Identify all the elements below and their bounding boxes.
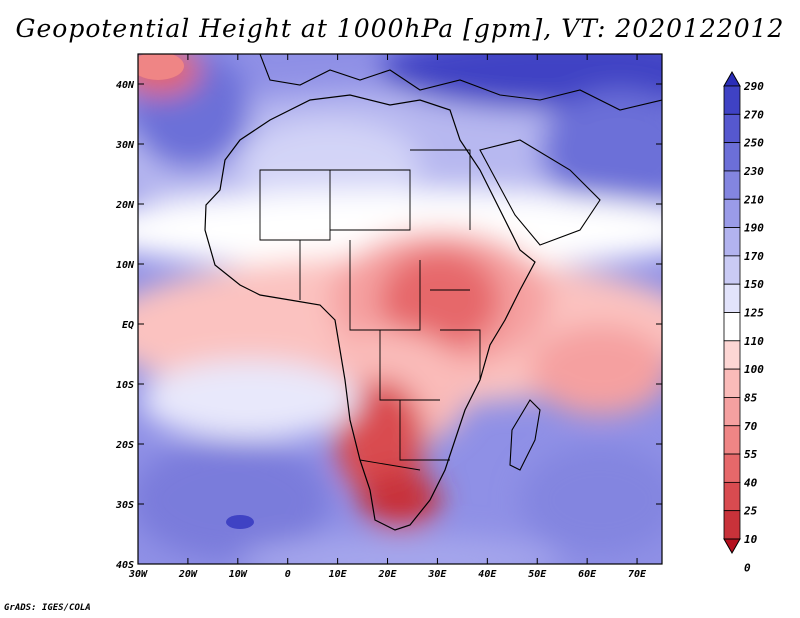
colorbar-label: 170 [744,250,764,263]
y-tick-label: 10N [116,260,135,271]
x-tick-label: 60E [578,569,597,580]
y-axis: 40N 30N 20N 10N EQ 10S 20S 30S 40S [115,80,662,571]
y-tick-label: 20S [115,440,134,451]
y-tick-label: 30S [115,500,134,511]
colorbar: 2902702502302101901701501251101008570554… [723,70,764,574]
colorbar-label: 230 [743,165,764,178]
y-tick-label: EQ [122,320,134,331]
colorbar-swatch [723,312,741,342]
x-tick-label: 20W [178,569,198,580]
plot-frame [137,53,663,565]
colorbar-label: 270 [743,108,764,121]
colorbar-swatch [723,340,741,370]
x-tick-label: 10W [229,569,248,580]
colorbar-label: 110 [744,335,764,348]
colorbar-label: 150 [744,278,764,291]
colorbar-swatch [723,368,741,398]
x-tick-label: 20E [377,569,397,580]
colorbar-swatch [723,255,741,285]
colorbar-swatch [723,227,741,257]
y-tick-label: 40S [116,560,134,571]
colorbar-swatch [723,510,741,540]
x-tick-label: 0 [285,569,291,580]
colorbar-swatch [723,397,741,427]
africa-coastline [204,94,536,531]
colorbar-swatch [723,481,741,512]
country-borders [259,149,481,471]
x-tick-label: 10E [329,569,348,580]
madagascar-coastline [509,399,541,471]
colorbar-label: 190 [744,222,764,235]
height-field [138,54,662,564]
arabia-coastline [479,139,601,246]
colorbar-bottom-arrow [723,538,741,555]
colorbar-swatch [723,142,741,172]
y-tick-label: 20N [115,200,135,211]
europe-asia-coastline [259,54,662,111]
colorbar-top-arrow [723,70,741,87]
colorbar-swatch [723,453,741,483]
colorbar-label: 10 [744,533,758,546]
colorbar-swatch [723,170,741,200]
x-tick-label: 70E [628,569,647,580]
colorbar-swatch [723,85,741,115]
colorbar-label: 0 [744,561,751,574]
colorbar-label: 85 [744,391,758,404]
x-tick-label: 40E [478,569,497,580]
colorbar-swatch [723,283,741,313]
x-tick-label: 30E [427,569,447,580]
colorbar-swatch [723,113,741,144]
y-tick-label: 30N [115,140,135,151]
colorbar-swatch [723,198,741,228]
colorbar-label: 125 [744,307,764,320]
colorbar-label: 55 [744,448,758,461]
x-tick-label: 30W [128,569,148,580]
colorbar-label: 290 [743,80,764,93]
grads-credit: GrADS: IGES/COLA [4,603,91,613]
colorbar-label: 250 [743,137,764,150]
colorbar-label: 100 [744,363,764,376]
colorbar-label: 40 [744,476,758,489]
colorbar-swatch [723,425,741,455]
colorbar-label: 70 [744,420,758,433]
x-tick-label: 50E [528,569,547,580]
x-axis: 30W 20W 10W 0 10E 20E 30E 40E 50E 60E 70E [128,54,647,580]
y-tick-label: 10S [116,380,134,391]
y-tick-label: 40N [116,80,135,91]
colorbar-label: 210 [743,193,764,206]
chart-title: Geopotential Height at 1000hPa [gpm], VT… [15,14,785,43]
colorbar-label: 25 [743,505,758,518]
